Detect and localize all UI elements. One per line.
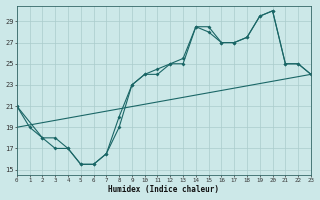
X-axis label: Humidex (Indice chaleur): Humidex (Indice chaleur) — [108, 185, 220, 194]
